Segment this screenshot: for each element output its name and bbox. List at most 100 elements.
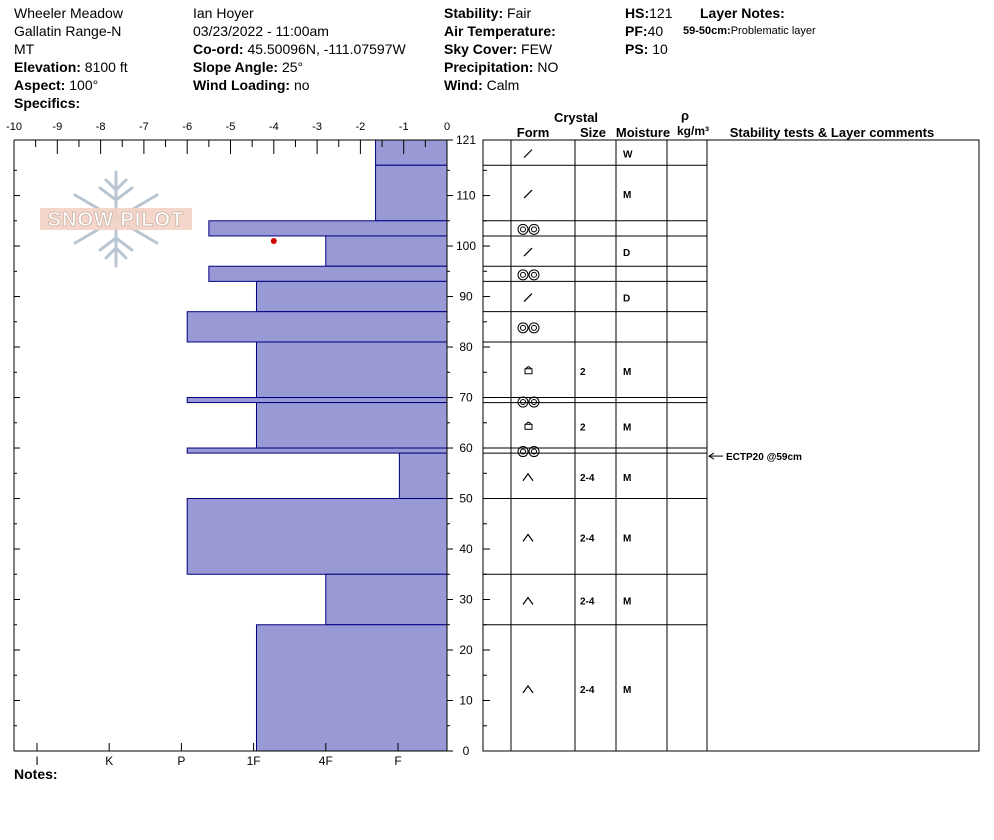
aspect-value: 100°	[69, 77, 99, 93]
layer-moisture-value: M	[623, 473, 631, 484]
height-tick-label: 90	[459, 290, 473, 304]
melt-form-icon	[528, 223, 540, 235]
pf-value: 40	[647, 23, 664, 39]
logo-text: SNOW PILOT	[48, 209, 185, 231]
faceted-form-icon	[525, 421, 532, 425]
decomposing-form-icon	[523, 189, 533, 199]
melt-form-icon	[520, 448, 526, 455]
melt-form-icon	[531, 399, 537, 406]
layer-moisture-value: M	[623, 190, 631, 201]
location-name: Wheeler Meadow	[14, 5, 123, 21]
depth-hoar-form-icon	[522, 472, 534, 482]
height-tick-label: 50	[459, 492, 473, 506]
hardness-bar	[208, 220, 448, 237]
temperature-tick-label: -6	[182, 121, 192, 133]
pf-row: PF:40	[625, 22, 672, 40]
hardness-bar	[186, 447, 448, 454]
wind-row: Wind: Calm	[444, 76, 558, 94]
layer-note-text: Problematic layer	[730, 25, 816, 37]
hardness-bar	[375, 164, 448, 222]
melt-form-icon	[517, 223, 529, 235]
hardness-bar	[255, 280, 448, 313]
ps-label: PS:	[625, 41, 649, 57]
layer-size-value: 2-4	[580, 473, 595, 484]
melt-form-icon	[531, 448, 537, 455]
coord-label: Co-ord:	[193, 41, 244, 57]
sky-value: FEW	[521, 41, 553, 57]
temperature-tick-label: -8	[96, 121, 106, 133]
layer-size-value: 2-4	[580, 533, 595, 544]
layer-moisture-value: M	[623, 533, 631, 544]
melt-form-icon	[531, 324, 537, 331]
depth-hoar-form-icon	[522, 533, 534, 542]
wind-label: Wind:	[444, 77, 483, 93]
layer-notes-label: Layer Notes:	[700, 5, 785, 21]
melt-form-icon	[520, 271, 526, 278]
air-temp-row: Air Temperature:	[444, 22, 558, 40]
temperature-tick-label: -2	[356, 121, 366, 133]
faceted-form-icon	[524, 368, 533, 375]
layer-table-frame	[482, 139, 708, 752]
observer-name: Ian Hoyer	[193, 5, 254, 21]
temperature-point	[270, 237, 277, 244]
melt-form-icon	[520, 399, 526, 406]
temperature-tick-label: -9	[52, 121, 62, 133]
notes-label: Notes:	[14, 766, 58, 782]
melt-form-icon	[531, 226, 537, 233]
height-tick-label: 10	[459, 694, 473, 708]
hardness-tick-label: 1F	[247, 754, 261, 768]
hs-value: 121	[649, 5, 673, 21]
pf-label: PF:	[625, 23, 648, 39]
melt-form-icon	[531, 271, 537, 278]
faceted-form-icon	[524, 423, 533, 430]
stability-test-label: ECTP20 @59cm	[726, 452, 802, 463]
hardness-tick-label: 4F	[319, 754, 333, 768]
layer-size-value: 2	[580, 422, 586, 433]
state-name: MT	[14, 41, 35, 57]
coord-value: 45.50096N, -111.07597W	[247, 41, 406, 57]
coord-row: Co-ord: 45.50096N, -111.07597W	[193, 40, 406, 58]
temperature-tick-label: -1	[399, 121, 409, 133]
depth-hoar-form-icon	[522, 596, 534, 605]
ps-row: PS: 10	[625, 40, 672, 58]
layer-moisture-value: D	[623, 294, 630, 305]
decomposing-form-icon	[523, 149, 533, 159]
size-header: Size	[580, 125, 606, 140]
wind-value: Calm	[486, 77, 520, 93]
temperature-tick-label: -3	[312, 121, 322, 133]
slope-value: 25°	[281, 59, 304, 75]
range-name: Gallatin Range-N	[14, 23, 122, 39]
hardness-bar	[255, 341, 448, 399]
layer-note-depth: 59-50cm:	[683, 25, 731, 37]
stability-row: Stability: Fair	[444, 4, 558, 22]
stability-tests-header: Stability tests & Layer comments	[730, 125, 934, 140]
hardness-bar	[255, 624, 448, 752]
hardness-bar	[208, 265, 448, 282]
hardness-bar	[186, 397, 448, 404]
observation-datetime: 03/23/2022 - 11:00am	[193, 23, 329, 39]
hardness-tick-label: K	[105, 754, 113, 768]
melt-form-icon	[528, 269, 540, 281]
hs-row: HS:121	[625, 4, 672, 22]
ps-value: 10	[652, 41, 668, 57]
height-tick-label: 121	[456, 133, 476, 147]
height-tick-label: 100	[456, 239, 476, 253]
elevation-value: 8100 ft	[84, 59, 128, 75]
faceted-form-icon	[525, 366, 532, 370]
decomposing-form-icon	[523, 293, 533, 302]
precip-row: Precipitation: NO	[444, 58, 558, 76]
layer-size-value: 2	[580, 367, 586, 378]
hardness-bar	[186, 311, 448, 343]
layer-moisture-value: W	[623, 150, 633, 161]
height-tick-label: 20	[459, 643, 473, 657]
temperature-tick-label: -10	[6, 121, 22, 133]
hardness-tick-label: P	[177, 754, 185, 768]
melt-form-icon	[520, 324, 526, 331]
hardness-bar	[325, 235, 448, 267]
rho-header: ρ	[681, 108, 689, 123]
layer-size-value: 2-4	[580, 685, 595, 696]
height-tick-label: 70	[459, 391, 473, 405]
melt-form-icon	[528, 322, 540, 334]
wind-loading-row: Wind Loading: no	[193, 76, 406, 94]
melt-form-icon	[528, 396, 540, 408]
